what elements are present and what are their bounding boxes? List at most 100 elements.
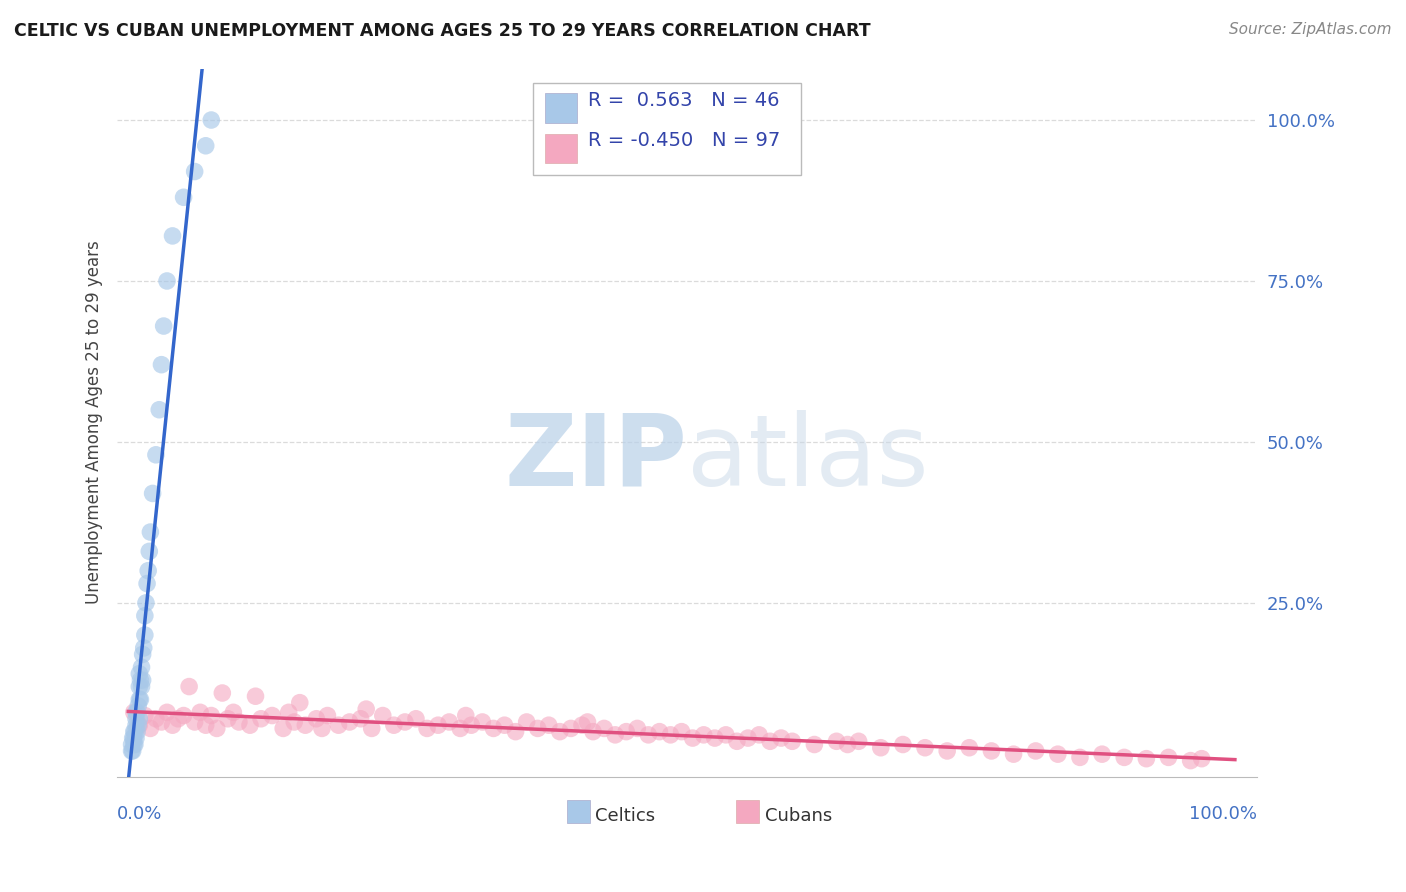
Point: [1025, 744, 1047, 758]
Point: [124, 724, 146, 739]
Point: [152, 319, 174, 334]
Point: [121, 738, 143, 752]
Point: [626, 722, 648, 736]
Point: [162, 718, 184, 732]
Point: [156, 706, 179, 720]
Point: [494, 718, 516, 732]
Point: [162, 228, 184, 243]
Point: [228, 714, 250, 729]
Point: [179, 680, 201, 694]
Point: [571, 718, 593, 732]
Point: [122, 738, 145, 752]
Point: [350, 712, 373, 726]
Point: [122, 731, 145, 745]
Point: [239, 718, 262, 732]
Y-axis label: Unemployment Among Ages 25 to 29 years: Unemployment Among Ages 25 to 29 years: [86, 241, 103, 605]
FancyBboxPatch shape: [737, 800, 759, 822]
Point: [128, 692, 150, 706]
Point: [1069, 750, 1091, 764]
Point: [145, 448, 167, 462]
Point: [936, 744, 959, 758]
Point: [1114, 750, 1136, 764]
Point: [127, 724, 149, 739]
Point: [437, 714, 460, 729]
Text: Cubans: Cubans: [765, 806, 832, 824]
Point: [127, 698, 149, 713]
Point: [537, 718, 560, 732]
Point: [148, 402, 170, 417]
Text: Celtics: Celtics: [595, 806, 655, 824]
Text: atlas: atlas: [688, 409, 929, 507]
Point: [648, 724, 671, 739]
Point: [277, 706, 299, 720]
Point: [682, 731, 704, 745]
Point: [671, 724, 693, 739]
Point: [194, 718, 217, 732]
Point: [339, 714, 361, 729]
Point: [200, 708, 222, 723]
Point: [460, 718, 482, 732]
Point: [200, 113, 222, 128]
Point: [131, 648, 153, 662]
Point: [124, 738, 146, 752]
Point: [139, 524, 162, 539]
FancyBboxPatch shape: [544, 134, 576, 163]
Point: [703, 731, 725, 745]
Point: [156, 274, 179, 288]
Point: [283, 714, 305, 729]
Point: [305, 712, 328, 726]
Point: [121, 744, 143, 758]
Point: [869, 740, 891, 755]
Point: [271, 722, 294, 736]
Point: [121, 744, 143, 758]
Point: [250, 712, 273, 726]
Point: [136, 564, 159, 578]
Point: [371, 708, 394, 723]
Point: [122, 724, 145, 739]
FancyBboxPatch shape: [568, 800, 591, 822]
Point: [837, 738, 859, 752]
Point: [150, 714, 173, 729]
Point: [471, 714, 494, 729]
Point: [131, 680, 153, 694]
Point: [693, 728, 716, 742]
Point: [748, 728, 770, 742]
Point: [128, 666, 150, 681]
Point: [957, 740, 980, 755]
Point: [427, 718, 450, 732]
Point: [1180, 754, 1202, 768]
Point: [454, 708, 477, 723]
Point: [582, 724, 605, 739]
Point: [262, 708, 284, 723]
Point: [125, 712, 148, 726]
Point: [737, 731, 759, 745]
Point: [360, 722, 382, 736]
Point: [548, 724, 571, 739]
Point: [128, 680, 150, 694]
Point: [1046, 747, 1069, 761]
Point: [188, 706, 211, 720]
Point: [848, 734, 870, 748]
Point: [294, 718, 316, 732]
Point: [145, 712, 167, 726]
Point: [405, 712, 427, 726]
Point: [614, 724, 637, 739]
Point: [134, 608, 156, 623]
Point: [394, 714, 416, 729]
Point: [125, 706, 148, 720]
Point: [416, 722, 439, 736]
Point: [593, 722, 616, 736]
Point: [382, 718, 405, 732]
Point: [129, 692, 152, 706]
Point: [131, 673, 153, 687]
Point: [127, 706, 149, 720]
Point: [780, 734, 803, 748]
Point: [714, 728, 737, 742]
Point: [150, 358, 173, 372]
Text: Source: ZipAtlas.com: Source: ZipAtlas.com: [1229, 22, 1392, 37]
Point: [637, 728, 659, 742]
Point: [505, 724, 527, 739]
FancyBboxPatch shape: [533, 83, 801, 175]
Point: [129, 673, 152, 687]
Point: [576, 714, 599, 729]
